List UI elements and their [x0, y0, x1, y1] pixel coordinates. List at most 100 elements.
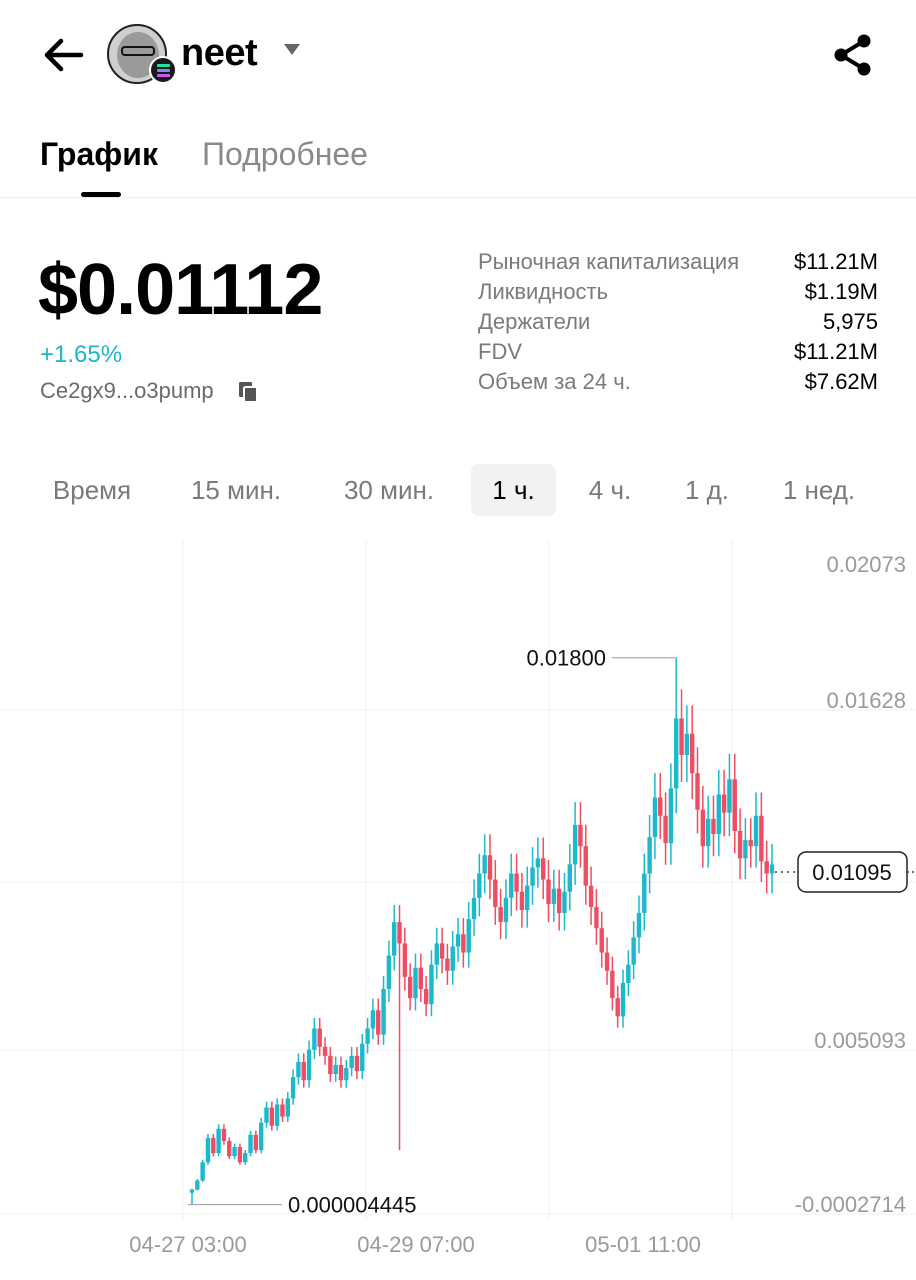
candle-body — [264, 1107, 269, 1123]
candle-body — [370, 1010, 376, 1029]
candle-body — [509, 873, 514, 898]
candle-body — [360, 1043, 365, 1072]
interval-30m[interactable]: 30 мин. — [343, 475, 435, 505]
tab-chart[interactable]: График — [40, 136, 158, 172]
candle-body — [487, 855, 493, 880]
candle-body — [392, 922, 397, 956]
candle-body — [205, 1137, 211, 1163]
candle-body — [620, 982, 626, 1017]
candle-body — [365, 1028, 370, 1044]
candle-body — [232, 1147, 237, 1157]
tab-details[interactable]: Подробнее — [202, 136, 368, 172]
candle-body — [684, 733, 690, 755]
interval-4h[interactable]: 4 ч. — [588, 475, 632, 505]
y-tick-label: 0.005093 — [814, 1028, 906, 1053]
back-button[interactable] — [38, 30, 88, 80]
candle-body — [418, 967, 424, 990]
candle-body — [243, 1153, 248, 1163]
token-name[interactable]: neet — [181, 32, 258, 74]
y-tick-label: 0.01628 — [826, 688, 906, 713]
candle-body — [285, 1098, 290, 1117]
candle-body — [525, 885, 530, 910]
candle-body — [737, 830, 743, 859]
candle-body — [290, 1077, 296, 1099]
caret-down-icon[interactable] — [284, 44, 300, 55]
candle-body — [221, 1128, 227, 1141]
candlestick-chart[interactable]: 0.020730.016280.010690.005093-0.00027140… — [0, 540, 916, 1280]
candle-body — [354, 1055, 360, 1072]
candle-body — [572, 824, 578, 865]
interval-selector: Время 15 мин. 30 мин. 1 ч. 4 ч. 1 д. 1 н… — [0, 462, 916, 520]
candle-body — [349, 1055, 354, 1069]
interval-1h[interactable]: 1 ч. — [471, 464, 556, 516]
stat-label: Рыночная капитализация — [478, 249, 740, 274]
interval-15m[interactable]: 15 мин. — [190, 475, 282, 505]
candle-body — [338, 1064, 344, 1081]
stat-value: $7.62M — [804, 369, 878, 394]
candle-body — [764, 861, 769, 874]
share-icon — [834, 34, 871, 76]
candle-body — [237, 1147, 243, 1163]
candle-body — [689, 733, 695, 774]
candle-body — [604, 952, 610, 971]
candle-body — [743, 840, 748, 859]
price-chart[interactable]: 0.020730.016280.010690.005093-0.00027140… — [0, 540, 916, 1280]
candle-body — [610, 970, 615, 999]
candle-body — [429, 964, 434, 1005]
copy-icon[interactable] — [238, 381, 260, 403]
interval-1d[interactable]: 1 д. — [684, 475, 730, 505]
candle-body — [317, 1028, 322, 1047]
candle-body — [381, 989, 386, 1035]
candle-body — [721, 794, 727, 813]
candle-body — [253, 1134, 259, 1151]
current-price: $0.01112 — [38, 250, 323, 330]
stat-label: FDV — [478, 339, 522, 364]
candle-body — [227, 1140, 232, 1157]
stat-label: Ликвидность — [478, 279, 609, 304]
candle-body — [727, 779, 732, 813]
candle-body — [274, 1104, 280, 1126]
candle-body — [711, 818, 716, 835]
candle-body — [594, 906, 599, 929]
token-stats: Рыночная капитализация $11.21M Ликвиднос… — [478, 248, 878, 398]
candle-body — [753, 815, 759, 847]
tab-bar: График Подробнее — [0, 120, 916, 198]
candle-body — [663, 815, 668, 844]
y-tick-label: -0.0002714 — [795, 1192, 906, 1217]
candle-body — [445, 958, 450, 971]
candle-body — [556, 888, 562, 914]
candle-body — [498, 906, 503, 923]
x-tick-label: 05-01 11:00 — [585, 1232, 701, 1257]
candle-body — [482, 855, 487, 874]
active-tab-indicator — [81, 192, 121, 197]
candle-body — [333, 1064, 338, 1075]
high-price-label: 0.01800 — [526, 646, 606, 671]
stat-value: $11.21M — [794, 339, 878, 364]
candle-body — [668, 788, 674, 844]
stat-value: 5,975 — [822, 309, 878, 334]
candle-body — [189, 1189, 195, 1193]
candle-body — [216, 1128, 221, 1154]
candle-body — [344, 1068, 349, 1081]
x-tick-label: 04-27 03:00 — [129, 1232, 246, 1257]
y-tick-label: 0.02073 — [826, 552, 906, 577]
candle-body — [376, 1010, 381, 1035]
candle-body — [200, 1162, 205, 1181]
candle-body — [652, 797, 658, 838]
candle-body — [306, 1049, 312, 1081]
interval-1w[interactable]: 1 нед. — [782, 475, 856, 505]
candle-body — [732, 779, 737, 831]
candle-body — [301, 1061, 306, 1081]
candle-body — [705, 818, 711, 847]
candle-body — [423, 989, 429, 1005]
candle-body — [322, 1046, 328, 1056]
candle-body — [679, 718, 684, 755]
candle-body — [519, 891, 525, 910]
share-button[interactable] — [828, 30, 878, 80]
token-avatar — [107, 24, 177, 84]
candle-body — [211, 1137, 216, 1154]
interval-time[interactable]: Время — [52, 475, 132, 505]
candle-body — [599, 928, 604, 953]
candle-body — [695, 773, 700, 810]
candle-body — [759, 815, 764, 862]
